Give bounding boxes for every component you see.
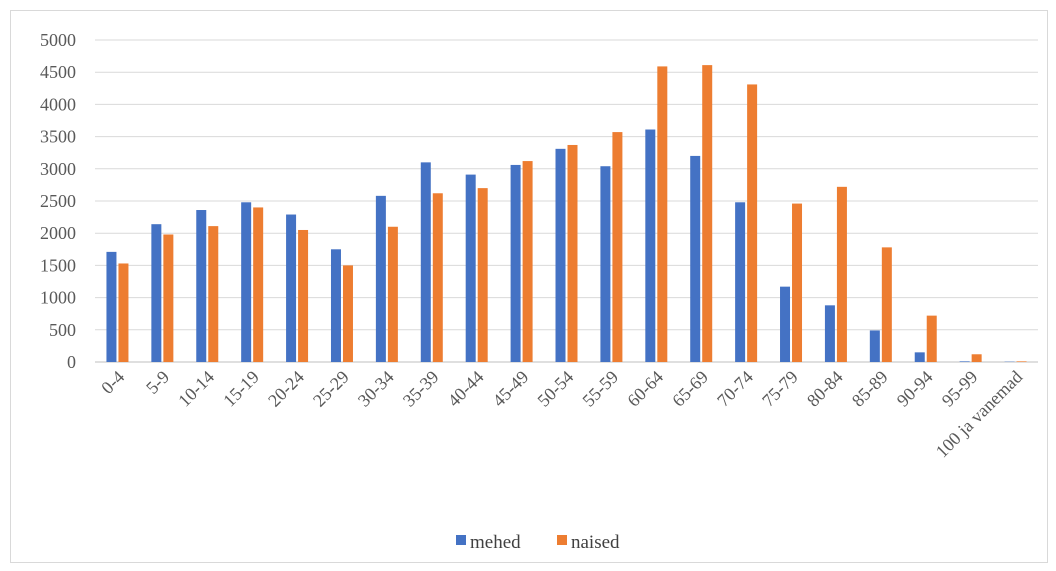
- x-tick-label: 20-24: [264, 367, 308, 411]
- x-tick-label: 90-94: [893, 367, 937, 411]
- bar-naised-0-4: [118, 263, 129, 362]
- y-tick-label: 5000: [40, 30, 76, 50]
- y-tick-label: 2500: [40, 191, 76, 211]
- bar-mehed-65-69: [690, 155, 701, 362]
- bar-naised-100-ja-vanemad: [1016, 361, 1027, 362]
- bar-naised-70-74: [747, 84, 758, 362]
- legend-label-naised: naised: [571, 532, 620, 553]
- y-axis: 0 500 1000 1500 2000 2500 3000 3500 4000 4500 5000: [40, 30, 76, 372]
- bar-naised-85-89: [881, 247, 892, 362]
- x-tick-label: 75-79: [758, 367, 802, 411]
- gridlines: [95, 39, 1038, 363]
- y-tick-label: 500: [49, 320, 76, 340]
- x-tick-label: 15-19: [219, 367, 263, 411]
- bar-mehed-30-34: [375, 195, 386, 362]
- y-tick-label: 3000: [40, 159, 76, 179]
- x-tick-label: 80-84: [803, 367, 847, 411]
- y-tick-label: 2000: [40, 223, 76, 243]
- bar-naised-95-99: [971, 354, 982, 362]
- legend: mehed naised: [456, 532, 620, 553]
- bar-mehed-95-99: [959, 361, 970, 362]
- y-tick-label: 3500: [40, 127, 76, 147]
- y-tick-label: 4500: [40, 62, 76, 82]
- legend-swatch-naised: [557, 535, 567, 545]
- bar-mehed-25-29: [330, 249, 341, 362]
- x-tick-label: 50-54: [533, 367, 577, 411]
- x-tick-label: 45-49: [489, 367, 533, 411]
- legend-swatch-mehed: [456, 535, 466, 545]
- bar-naised-10-14: [208, 226, 219, 362]
- bar-mehed-10-14: [196, 210, 207, 362]
- bar-naised-5-9: [163, 234, 174, 362]
- bar-mehed-45-49: [510, 164, 521, 362]
- y-tick-label: 1500: [40, 255, 76, 275]
- x-tick-label: 55-59: [578, 367, 622, 411]
- x-tick-label: 70-74: [713, 367, 757, 411]
- bar-naised-50-54: [567, 144, 578, 362]
- bar-mehed-90-94: [914, 352, 925, 362]
- x-tick-label: 60-64: [623, 367, 667, 411]
- bar-mehed-5-9: [151, 224, 162, 362]
- y-tick-label: 4000: [40, 94, 76, 114]
- bar-naised-40-44: [477, 188, 488, 362]
- bar-naised-30-34: [387, 226, 398, 362]
- legend-label-mehed: mehed: [470, 532, 521, 553]
- x-tick-label: 85-89: [848, 367, 892, 411]
- bars: [106, 65, 1027, 363]
- bar-mehed-60-64: [645, 129, 656, 362]
- bar-naised-90-94: [926, 315, 937, 362]
- bar-naised-65-69: [702, 65, 713, 362]
- bar-mehed-75-79: [780, 286, 791, 362]
- y-tick-label: 1000: [40, 288, 76, 308]
- bar-mehed-20-24: [286, 214, 297, 362]
- bar-naised-80-84: [836, 186, 847, 362]
- bar-mehed-50-54: [555, 148, 566, 362]
- x-tick-label: 35-39: [399, 367, 443, 411]
- x-axis: 0-4 5-9 10-14 15-19 20-24 25-29 30-34 35-39 40-4…: [97, 367, 1026, 462]
- bar-mehed-85-89: [869, 330, 880, 362]
- bar-mehed-0-4: [106, 251, 117, 362]
- x-tick-label: 25-29: [309, 367, 353, 411]
- bar-mehed-70-74: [735, 202, 746, 362]
- x-tick-label: 5-9: [142, 367, 173, 398]
- x-tick-label: 30-34: [354, 367, 398, 411]
- bar-naised-20-24: [298, 229, 309, 362]
- x-tick-label: 40-44: [444, 367, 488, 411]
- bar-mehed-55-59: [600, 166, 611, 362]
- x-tick-label: 10-14: [174, 367, 218, 411]
- x-tick-label: 0-4: [97, 367, 128, 398]
- bar-mehed-15-19: [241, 202, 252, 362]
- bar-mehed-35-39: [420, 162, 431, 362]
- bar-naised-60-64: [657, 66, 668, 363]
- bar-naised-55-59: [612, 132, 623, 362]
- x-tick-label: 65-69: [668, 367, 712, 411]
- bar-naised-75-79: [792, 203, 803, 362]
- bar-naised-35-39: [432, 193, 443, 362]
- bar-mehed-40-44: [465, 174, 476, 362]
- y-tick-label: 0: [67, 352, 76, 372]
- bar-naised-15-19: [253, 207, 264, 362]
- bar-naised-45-49: [522, 161, 533, 362]
- bar-naised-25-29: [342, 265, 353, 362]
- bar-mehed-80-84: [824, 305, 835, 362]
